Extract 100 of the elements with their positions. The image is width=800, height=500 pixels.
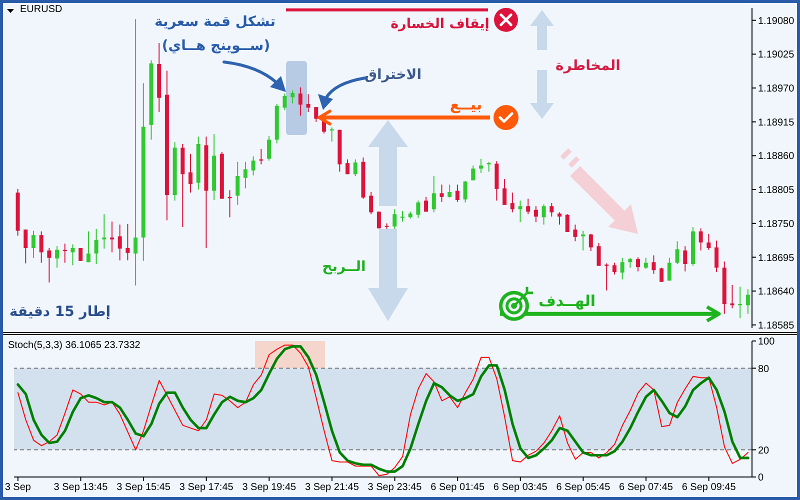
y-tick-label: 1.18750	[758, 218, 795, 230]
candlestick	[502, 178, 507, 206]
candlestick	[251, 156, 256, 176]
candlestick	[376, 211, 381, 229]
ref-line-label: الهــدف	[538, 292, 596, 310]
candlestick	[47, 248, 52, 283]
candlestick	[55, 246, 60, 268]
y-tick-label: 1.18805	[758, 185, 795, 196]
candlestick	[471, 165, 476, 181]
candlestick	[675, 240, 680, 264]
x-tick-label: 6 Sep 03:45	[493, 482, 548, 494]
candlestick	[683, 246, 688, 272]
candlestick	[306, 94, 310, 112]
y-tick-label: 1.18695	[758, 252, 795, 264]
y-tick-label: 1.18915	[758, 117, 795, 128]
candlestick	[24, 229, 28, 264]
candlestick	[644, 257, 648, 270]
candlestick	[290, 90, 295, 104]
candlestick	[620, 257, 624, 280]
candlestick	[448, 184, 452, 198]
candlestick	[558, 212, 562, 226]
candlestick	[542, 204, 546, 226]
y-tick-label: 1.19025	[758, 50, 795, 61]
candlestick	[660, 267, 664, 282]
candlestick	[188, 153, 193, 194]
candlestick	[392, 208, 397, 230]
candlestick	[78, 248, 83, 262]
annotation: تشكل قمة سعرية	[154, 14, 276, 30]
annotation: الاختراق	[364, 67, 422, 83]
candlestick	[612, 262, 616, 275]
candlestick	[94, 228, 98, 264]
candlestick	[706, 233, 711, 250]
y-tick-label: 20	[758, 445, 770, 456]
candlestick	[604, 262, 609, 291]
x-tick-label: 6 Sep 05:45	[556, 482, 611, 494]
candlestick	[424, 196, 428, 212]
candlestick	[432, 176, 436, 213]
candlestick	[518, 200, 522, 223]
candlestick	[714, 240, 719, 272]
candlestick	[486, 161, 491, 172]
annotation: المخاطرة	[556, 58, 620, 74]
x-tick-label: 6 Sep 09:45	[682, 482, 736, 494]
candlestick	[510, 192, 514, 213]
ref-line-label: بيــع	[450, 96, 482, 114]
x-tick-label: 3 Sep 13:45	[54, 482, 108, 494]
candlestick	[416, 200, 420, 218]
x-tick-label: 6 Sep 07:45	[619, 482, 674, 494]
candlestick	[581, 230, 586, 251]
candlestick	[746, 288, 750, 314]
candlestick	[698, 228, 703, 251]
chart-title: EURUSD	[20, 4, 62, 16]
x-tick-label: 3 Sep 17:45	[179, 482, 234, 494]
candlestick	[31, 230, 36, 258]
candlestick	[455, 184, 460, 202]
candlestick	[282, 93, 287, 111]
x-tick-label: 3 Sep 21:45	[305, 482, 360, 494]
candlestick	[400, 210, 404, 222]
y-tick-label: 1.19080	[758, 16, 795, 27]
y-tick-label: 0	[758, 472, 764, 484]
candlestick	[126, 224, 130, 261]
y-tick-label: 1.18970	[758, 84, 795, 95]
candlestick	[110, 221, 114, 253]
candlestick	[573, 224, 578, 242]
candlestick	[652, 254, 656, 274]
candlestick	[236, 161, 240, 206]
candlestick	[243, 161, 248, 189]
candlestick	[102, 214, 106, 250]
candlestick	[526, 198, 530, 215]
candlestick	[353, 158, 358, 176]
x-tick-label: 6 Sep 01:45	[430, 482, 485, 494]
candlestick	[70, 244, 75, 266]
candlestick	[534, 206, 538, 223]
y-tick-label: 1.18640	[758, 286, 795, 298]
y-tick-label: 1.18585	[758, 320, 795, 332]
candlestick	[588, 233, 593, 252]
y-tick-label: 80	[758, 364, 770, 375]
candlestick	[314, 106, 318, 122]
candlestick	[118, 224, 122, 261]
annotation: الــربح	[322, 259, 366, 275]
candlestick	[636, 256, 640, 272]
candlestick	[463, 180, 468, 203]
candlestick	[565, 214, 570, 232]
candlestick	[346, 158, 350, 175]
candlestick	[479, 158, 483, 174]
candlestick	[330, 126, 334, 142]
candlestick	[134, 18, 138, 286]
x-tick-label: 3 Sep 23:45	[368, 482, 422, 494]
candlestick	[39, 230, 44, 264]
candlestick	[550, 202, 554, 218]
candlestick	[596, 242, 601, 266]
x-tick-label: 3 Sep 15:45	[116, 482, 171, 494]
candlestick	[369, 192, 374, 215]
annotation: إطار 15 دقيقة	[9, 304, 111, 320]
candlestick	[667, 257, 672, 282]
y-tick-label: 1.18860	[758, 151, 795, 162]
y-tick-label: 100	[758, 336, 776, 348]
x-tick-label: 3 Sep	[4, 482, 32, 494]
candlestick	[628, 257, 632, 268]
candlestick	[440, 184, 444, 202]
chart-title: Stoch(5,3,3) 36.1065 23.7332	[8, 340, 140, 352]
